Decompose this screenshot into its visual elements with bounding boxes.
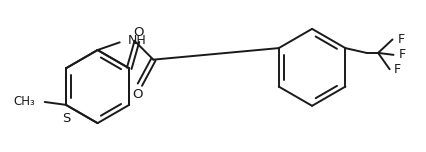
Text: O: O [134,26,144,39]
Text: O: O [133,88,143,101]
Text: CH₃: CH₃ [13,95,35,107]
Text: F: F [397,33,404,46]
Text: F: F [394,63,400,76]
Text: NH: NH [127,34,146,47]
Text: F: F [398,48,406,61]
Text: S: S [62,112,70,125]
